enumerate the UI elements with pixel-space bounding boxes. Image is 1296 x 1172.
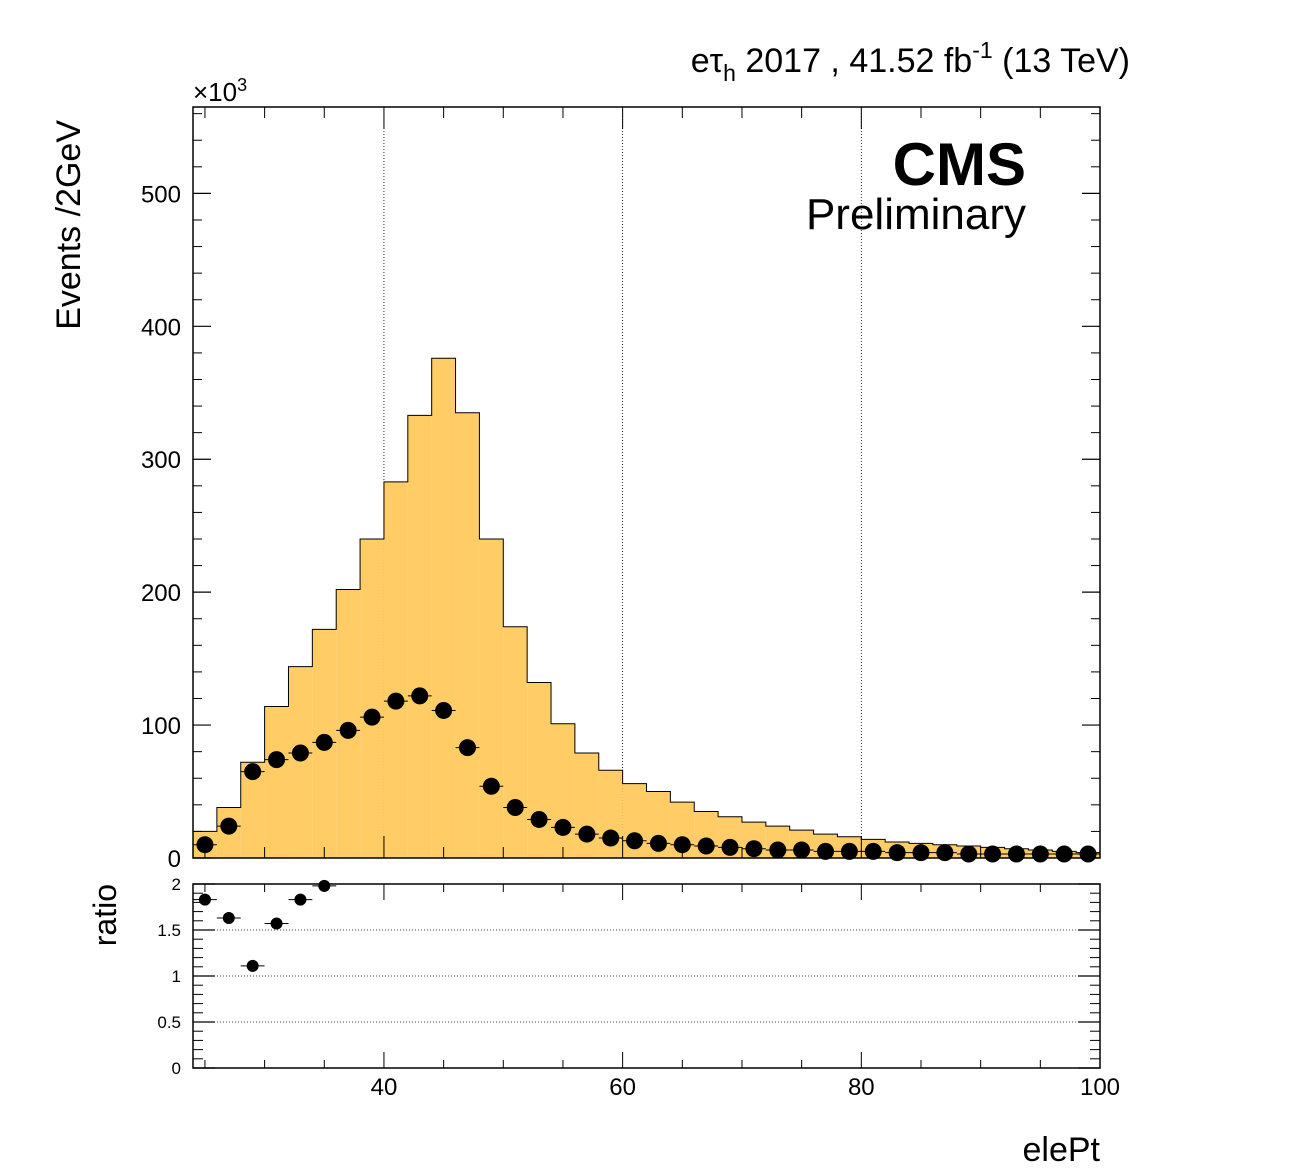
x-tick-label: 40 [371, 1074, 398, 1101]
main-panel: 0 100 200 300 400 500 [141, 106, 1101, 873]
data-point [769, 841, 787, 859]
data-point [721, 838, 739, 856]
y-axis-label: Events /2GeV [50, 120, 88, 330]
x-tick-label: 100 [1080, 1074, 1120, 1101]
data-point [840, 842, 858, 860]
y-tick-label: 300 [141, 447, 181, 474]
histogram-bar [288, 666, 313, 858]
data-point [697, 837, 715, 855]
ratio-point [198, 893, 211, 906]
y-multiplier: ×103 [193, 75, 247, 107]
ratio-y-tick-label: 0 [172, 1059, 181, 1078]
ratio-ticks: 0 0.5 1 1.5 2 40 60 80 100 [157, 875, 1120, 1101]
ratio-y-tick-label: 0.5 [157, 1013, 181, 1032]
x-tick-label: 80 [848, 1074, 875, 1101]
data-point [960, 845, 978, 863]
data-point [984, 845, 1002, 863]
data-point [339, 721, 357, 739]
ratio-point [246, 959, 259, 972]
data-point [220, 817, 238, 835]
data-point [936, 844, 954, 862]
x-axis-label: elePt [1023, 1131, 1101, 1169]
cms-sublabel: Preliminary [806, 190, 1026, 239]
data-point [602, 829, 620, 847]
data-point [888, 844, 906, 862]
histogram-outline [192, 357, 1101, 858]
data-point [673, 836, 691, 854]
y-tick-label: 200 [141, 580, 181, 607]
data-point [387, 692, 405, 710]
y-tick-label: 400 [141, 314, 181, 341]
ratio-y-tick-label: 1 [172, 967, 181, 986]
data-point [554, 818, 572, 836]
data-point [506, 798, 524, 816]
data-point [244, 763, 262, 781]
stacked-histogram [192, 357, 1101, 858]
histogram-bar [431, 358, 456, 858]
ratio-points [193, 879, 337, 972]
cms-label: CMS [893, 131, 1026, 198]
y-tick-label: 0 [168, 846, 181, 873]
data-point [196, 836, 214, 854]
data-point [1079, 845, 1097, 863]
data-point [578, 825, 596, 843]
ratio-y-tick-label: 2 [172, 875, 181, 894]
data-point [1055, 845, 1073, 863]
ratio-y-tick-label: 1.5 [157, 921, 181, 940]
data-point [745, 840, 763, 858]
ratio-axis-label: ratio [87, 884, 123, 946]
data-point [315, 733, 333, 751]
histogram-bar [240, 762, 265, 858]
data-point [626, 832, 644, 850]
histogram-bar [455, 412, 480, 858]
histogram-bar [503, 626, 528, 858]
y-tick-label: 100 [141, 713, 181, 740]
data-point [268, 751, 286, 769]
x-tick-label: 60 [609, 1074, 636, 1101]
histogram-bar [551, 723, 575, 858]
ratio-y-grid [193, 929, 1100, 1023]
data-point [435, 701, 453, 719]
ratio-point [222, 912, 235, 925]
data-point [291, 744, 309, 762]
data-point [864, 842, 882, 860]
histogram-bar [360, 538, 384, 858]
data-point [1007, 845, 1025, 863]
data-point [363, 708, 381, 726]
main-frame [192, 106, 1101, 859]
data-point [458, 739, 476, 757]
y-tick-label: 500 [141, 181, 181, 208]
ratio-point [294, 893, 307, 906]
data-point [530, 810, 548, 828]
ratio-panel: 0 0.5 1 1.5 2 40 60 80 100 [157, 875, 1120, 1101]
histogram-bar [407, 415, 432, 858]
histogram-bar [527, 682, 552, 858]
histogram-bar [383, 481, 408, 858]
data-point [411, 687, 429, 705]
histogram-bar [264, 706, 289, 858]
data-point [817, 842, 835, 860]
histogram-bar [479, 538, 504, 858]
data-point [649, 834, 667, 852]
ratio-point [270, 917, 283, 930]
chart-title: eτh 2017 , 41.52 fb-1 (13 TeV) [691, 37, 1130, 86]
main-ticks: 0 100 200 300 400 500 [141, 107, 1100, 873]
data-point [482, 777, 500, 795]
